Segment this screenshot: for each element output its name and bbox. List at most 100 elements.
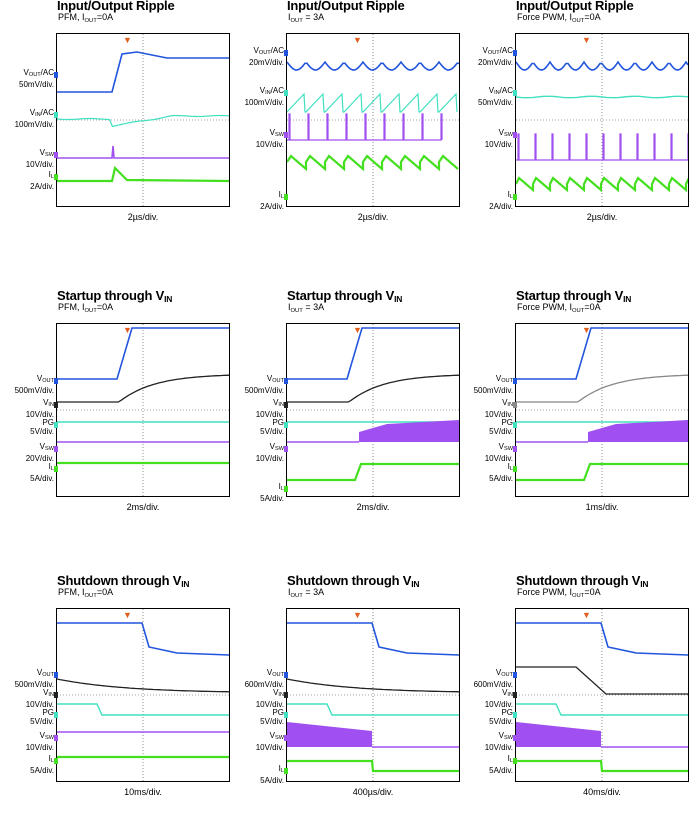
scope-screen: ▼ <box>515 33 689 207</box>
waveform-plot: ▼ <box>57 34 229 206</box>
trigger-marker-icon: ▼ <box>123 325 132 335</box>
panel-subtitle: IOUT = 3A <box>288 302 325 314</box>
trigger-marker-icon: ▼ <box>353 325 362 335</box>
channel-marker-icon <box>54 422 58 428</box>
trace-vin <box>516 95 688 99</box>
channel-label: PG 5V/div. <box>489 708 513 726</box>
channel-marker-icon <box>54 692 58 698</box>
channel-marker-icon <box>54 402 58 408</box>
channel-marker-icon <box>284 486 288 492</box>
waveform-plot: ▼ <box>287 34 459 206</box>
trace-vout <box>57 327 229 380</box>
channel-marker-icon <box>513 446 517 452</box>
channel-label: VIN 10V/div. <box>255 688 284 709</box>
trace-il <box>516 462 688 482</box>
panel-subtitle: Force PWM, IOUT=0A <box>517 587 601 599</box>
channel-marker-icon <box>284 402 288 408</box>
trace-vin <box>287 374 459 403</box>
channel-label: VOUT 600mV/div. <box>473 668 513 689</box>
time-scale-label: 2µs/div. <box>357 212 389 222</box>
channel-label: IL 5A/div. <box>260 482 284 503</box>
channel-label: PG 5V/div. <box>260 418 284 436</box>
trace-pg <box>516 703 688 716</box>
channel-marker-icon <box>513 378 517 384</box>
panel-subtitle: PFM, IOUT=0A <box>58 302 114 314</box>
channel-label: VIN/AC 100mV/div. <box>244 86 284 107</box>
channel-label: PG 5V/div. <box>489 418 513 436</box>
scope-screen: ▼ <box>286 323 460 497</box>
panel-title: Input/Output Ripple <box>287 0 405 13</box>
channel-marker-icon <box>284 735 288 741</box>
trigger-marker-icon: ▼ <box>582 35 591 45</box>
trace-vout <box>287 60 459 71</box>
waveform-plot: ▼ <box>57 324 229 496</box>
waveform-plot: ▼ <box>287 324 459 496</box>
trace-vin <box>57 678 229 693</box>
channel-label: VSW 10V/div. <box>484 731 513 752</box>
trace-vout <box>57 622 229 656</box>
channel-label: VOUT 500mV/div. <box>14 374 54 395</box>
scope-panel-5: Startup through VIN IOUT = 3A ▼ VOUT 500mV/d… <box>232 288 460 555</box>
scope-panel-3: Input/Output Ripple Force PWM, IOUT=0A ▼ VO… <box>461 0 689 265</box>
channel-label: VIN 10V/div. <box>255 398 284 419</box>
channel-marker-icon <box>284 50 288 56</box>
trace-vsw <box>359 420 459 442</box>
trace-pg <box>57 703 229 716</box>
channel-marker-icon <box>54 378 58 384</box>
channel-label: VSW 10V/div. <box>25 731 54 752</box>
channel-marker-icon <box>513 194 517 200</box>
panel-subtitle: PFM, IOUT=0A <box>58 587 114 599</box>
channel-marker-icon <box>284 712 288 718</box>
trace-vout <box>287 327 459 380</box>
channel-marker-icon <box>513 692 517 698</box>
channel-marker-icon <box>513 402 517 408</box>
scope-screen: ▼ <box>286 33 460 207</box>
channel-label: VSW 10V/div. <box>255 442 284 463</box>
waveform-plot: ▼ <box>57 609 229 781</box>
channel-label: IL 2A/div. <box>489 190 513 211</box>
trace-vin <box>57 374 229 403</box>
channel-label: VSW 10V/div. <box>255 731 284 752</box>
channel-marker-icon <box>54 735 58 741</box>
channel-marker-icon <box>513 712 517 718</box>
panel-subtitle: IOUT = 3A <box>288 12 325 24</box>
trace-vin <box>516 374 688 403</box>
trigger-marker-icon: ▼ <box>123 35 132 45</box>
channel-label: VIN 10V/div. <box>25 398 54 419</box>
scope-screen: ▼ <box>515 323 689 497</box>
panel-subtitle: Force PWM, IOUT=0A <box>517 302 601 314</box>
channel-label: PG 5V/div. <box>30 708 54 726</box>
channel-label: PG 5V/div. <box>260 708 284 726</box>
channel-marker-icon <box>54 672 58 678</box>
channel-label: VOUT/AC 50mV/div. <box>19 68 54 89</box>
scope-screen: ▼ <box>515 608 689 782</box>
panel-title: Shutdown through VIN <box>287 573 420 589</box>
scope-panel-1: Input/Output Ripple PFM, IOUT=0A ▼ VOUT/AC 5… <box>2 0 230 265</box>
time-scale-label: 2ms/div. <box>126 502 160 512</box>
trace-il <box>287 462 459 482</box>
channel-marker-icon <box>54 758 58 764</box>
time-scale-label: 2µs/div. <box>127 212 159 222</box>
trace-vin <box>287 92 458 113</box>
panel-title: Startup through VIN <box>516 288 632 304</box>
channel-label: IL 5A/div. <box>260 764 284 785</box>
scope-panel-6: Startup through VIN Force PWM, IOUT=0A ▼ VO… <box>461 288 689 555</box>
trace-vsw <box>287 113 443 141</box>
trace-vout <box>287 622 459 656</box>
panel-title: Input/Output Ripple <box>516 0 634 13</box>
trace-vsw <box>516 722 601 747</box>
trigger-marker-icon: ▼ <box>353 610 362 620</box>
scope-screen: ▼ <box>56 33 230 207</box>
panel-subtitle: PFM, IOUT=0A <box>58 12 114 24</box>
waveform-plot: ▼ <box>516 324 688 496</box>
channel-marker-icon <box>54 72 58 78</box>
channel-label: IL 5A/div. <box>489 462 513 483</box>
channel-label: VOUT/AC 20mV/div. <box>249 46 284 67</box>
scope-panel-2: Input/Output Ripple IOUT = 3A ▼ VOUT/AC 20mV… <box>232 0 460 265</box>
panel-title: Startup through VIN <box>57 288 173 304</box>
scope-panel-8: Shutdown through VIN IOUT = 3A ▼ VOUT 600mV/… <box>232 573 460 840</box>
channel-marker-icon <box>513 50 517 56</box>
channel-label: IL 5A/div. <box>489 754 513 775</box>
trace-vsw <box>287 722 372 747</box>
channel-marker-icon <box>54 712 58 718</box>
